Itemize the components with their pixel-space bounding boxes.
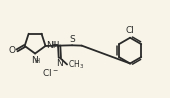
Text: CH$_3$: CH$_3$ <box>68 59 84 71</box>
Text: NH: NH <box>46 41 60 50</box>
Text: Cl: Cl <box>126 26 134 35</box>
Text: N: N <box>31 56 38 65</box>
Text: H: H <box>35 58 40 64</box>
Text: Cl$^-$: Cl$^-$ <box>42 67 59 78</box>
Text: N: N <box>56 59 63 68</box>
Text: +: + <box>52 39 58 49</box>
Text: O: O <box>8 46 15 55</box>
Text: S: S <box>70 35 75 44</box>
